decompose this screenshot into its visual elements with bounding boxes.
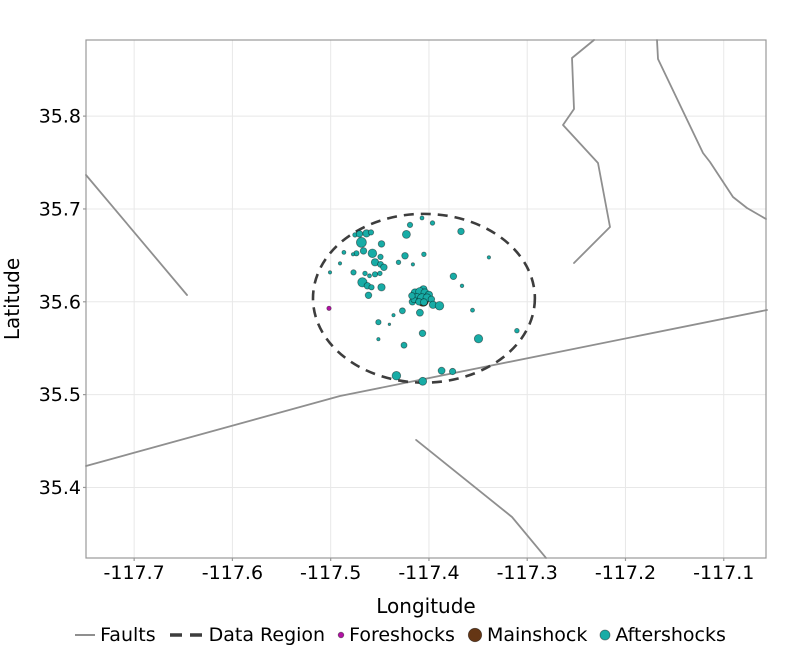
aftershocks-point [406, 221, 414, 228]
aftershocks-point [341, 249, 347, 255]
aftershocks-point [387, 322, 392, 326]
aftershocks-point [364, 291, 373, 299]
aftershocks-point [377, 240, 386, 248]
aftershocks-point [470, 307, 475, 313]
aftershocks-point [367, 273, 372, 279]
aftershocks-point [514, 328, 520, 334]
aftershocks-point [375, 319, 382, 326]
aftershocks-point [400, 341, 408, 349]
x-axis-title: Longitude [376, 594, 475, 618]
axis-ticks: -117.7 -117.6 -117.5 -117.4 -117.3 -117.2 -117… [39, 106, 755, 584]
aftershocks-point [419, 215, 425, 221]
aftershocks-point [376, 337, 381, 342]
aftershocks-point [448, 367, 457, 376]
y-tick-label: 35.5 [39, 384, 81, 406]
foreshocks-point [326, 305, 332, 311]
aftershocks-point [391, 313, 396, 318]
aftershocks-point [418, 329, 427, 337]
aftershocks-point [377, 283, 386, 292]
aftershocks-point [391, 371, 402, 381]
aftershocks-swatch-icon [599, 629, 611, 641]
legend-label: Faults [100, 624, 156, 646]
foreshocks-swatch-icon [337, 631, 345, 639]
legend-item-faults: Faults [74, 624, 156, 646]
aftershocks-point [401, 229, 411, 239]
aftershocks-point [362, 270, 368, 277]
aftershocks-point [367, 229, 375, 236]
legend-dot-swatch [467, 627, 483, 643]
y-tick-label: 35.6 [39, 291, 81, 313]
legend-label: Foreshocks [349, 624, 455, 646]
aftershocks-point [350, 269, 357, 276]
fault-line [85, 174, 188, 296]
legend-label: Data Region [208, 624, 326, 646]
aftershocks-point [418, 376, 428, 386]
legend-item-aftershocks: Aftershocks [599, 624, 726, 646]
faults-swatch-icon [75, 634, 96, 636]
aftershocks-point [377, 253, 384, 260]
fault-line [656, 39, 767, 220]
x-tick-label: -117.3 [497, 562, 558, 584]
aftershocks-point [437, 366, 446, 375]
aftershocks-point [415, 308, 424, 317]
aftershocks-point [368, 284, 375, 291]
aftershocks-point [380, 263, 388, 271]
fault-line [415, 438, 547, 559]
aftershocks-point [408, 292, 416, 300]
plot-frame [85, 39, 767, 559]
legend-dot-swatch [337, 631, 345, 639]
x-tick-label: -117.6 [202, 562, 263, 584]
aftershocks-point [449, 272, 458, 280]
aftershocks-point [350, 252, 356, 257]
aftershocks-point [410, 262, 415, 267]
aftershocks-point [367, 248, 378, 259]
x-tick-label: -117.2 [595, 562, 656, 584]
gridlines [86, 40, 766, 558]
x-tick-label: -117.1 [693, 562, 754, 584]
y-tick-label: 35.4 [39, 477, 81, 499]
aftershocks-point [355, 236, 367, 248]
fault-line [85, 309, 768, 467]
aftershocks-point [337, 261, 343, 266]
aftershocks-point [327, 270, 333, 275]
aftershocks-point [429, 220, 436, 226]
x-tick-label: -117.4 [398, 562, 459, 584]
aftershocks-point [401, 252, 409, 260]
aftershocks-point [421, 251, 427, 257]
aftershocks-point [395, 259, 402, 265]
aftershocks-point [355, 230, 364, 238]
y-tick-label: 35.7 [39, 198, 81, 220]
fault-line [562, 39, 611, 264]
legend-item-data-region: Data Region [168, 624, 325, 646]
legend-label: Mainshock [486, 624, 588, 646]
aftershocks-point [398, 307, 406, 315]
y-axis-title: Latitude [0, 258, 24, 340]
legend-label: Aftershocks [615, 624, 726, 646]
mainshock-swatch-icon [467, 627, 483, 643]
legend-item-foreshocks: Foreshocks [337, 624, 455, 646]
aftershocks-point [459, 283, 465, 288]
aftershocks-point [457, 227, 465, 236]
legend-dot-swatch [599, 629, 611, 641]
data-series [85, 39, 768, 559]
aftershocks-point [473, 334, 484, 344]
data-region-swatch-icon [169, 633, 203, 637]
x-tick-label: -117.7 [104, 562, 165, 584]
aftershocks-point [377, 270, 383, 277]
aftershocks-point [419, 298, 428, 307]
aftershocks-point [486, 255, 491, 260]
x-tick-label: -117.5 [300, 562, 361, 584]
aftershocks-point [371, 271, 379, 278]
aftershocks-point [359, 247, 368, 255]
y-tick-label: 35.8 [39, 106, 81, 128]
aftershocks-point [434, 301, 445, 311]
legend-item-mainshock: Mainshock [467, 624, 587, 646]
legend: Faults Data Region Foreshocks Mainshock Afte… [0, 621, 800, 649]
